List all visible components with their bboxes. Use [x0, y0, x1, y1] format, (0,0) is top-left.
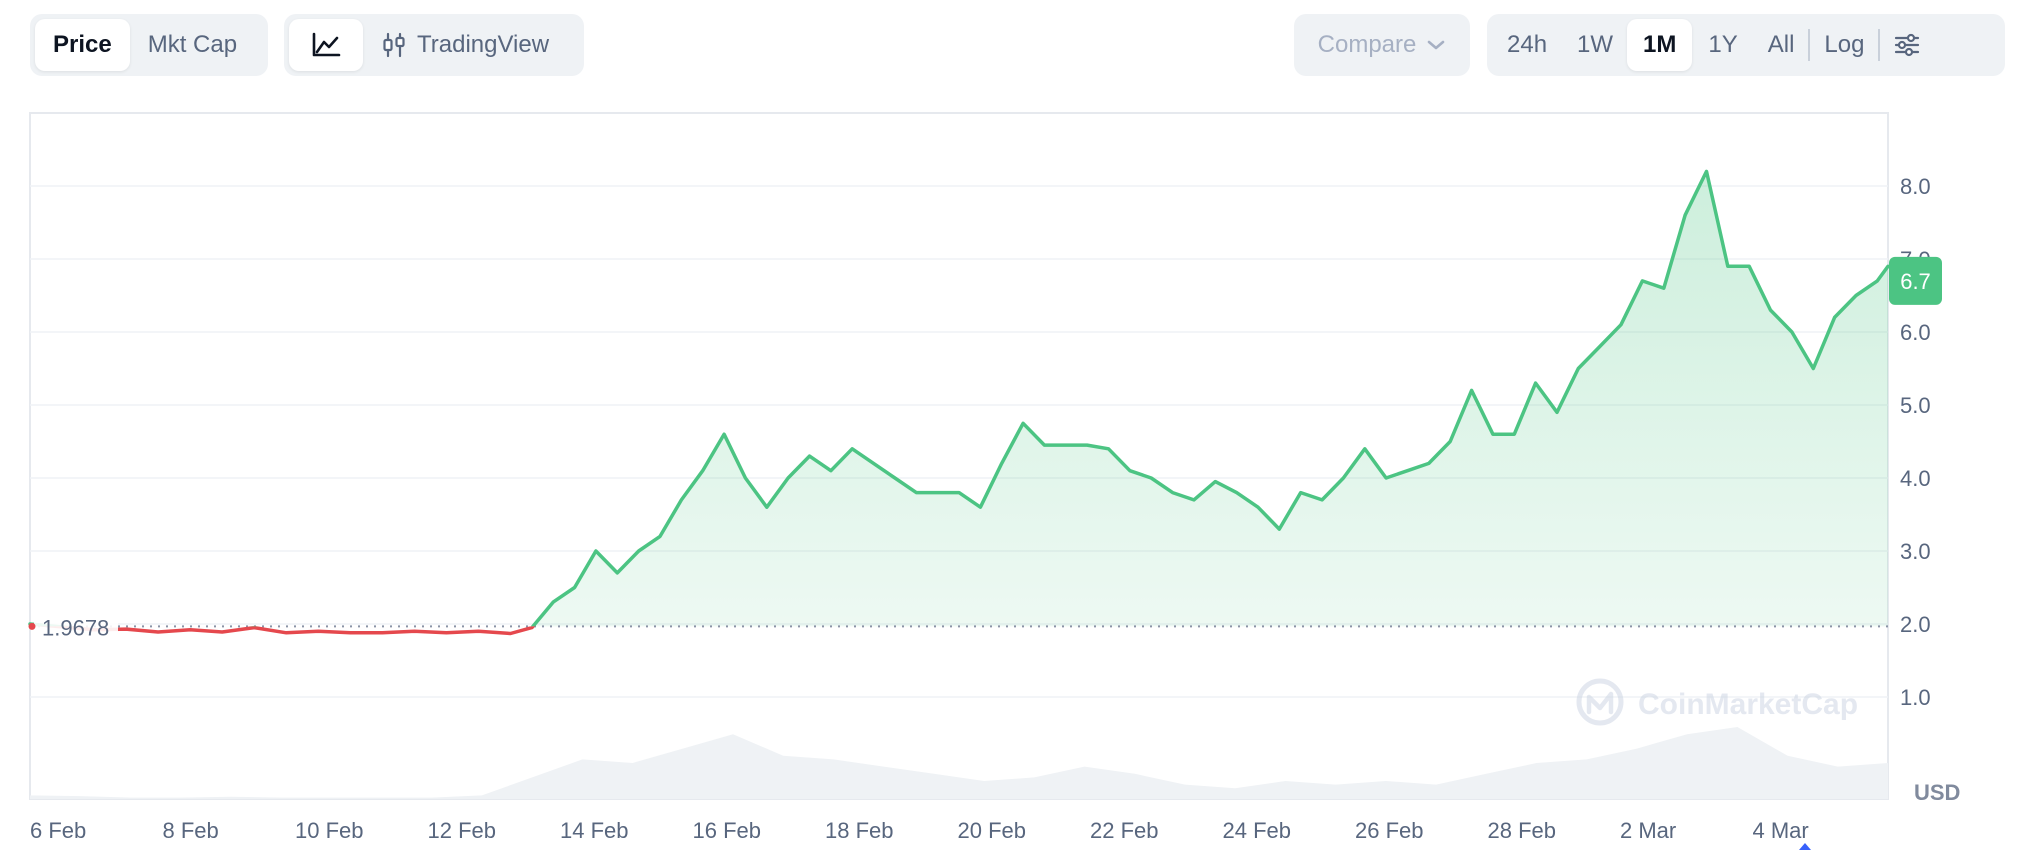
- currency-label: USD: [1914, 780, 1960, 805]
- compare-button[interactable]: Compare: [1300, 19, 1465, 71]
- log-scale-button[interactable]: Log: [1824, 31, 1865, 58]
- x-tick-label: 6 Feb: [30, 818, 86, 843]
- tradingview-button[interactable]: TradingView: [363, 19, 567, 71]
- chevron-down-icon: [1428, 40, 1445, 50]
- x-tick-label: 18 Feb: [825, 818, 894, 843]
- range-1y[interactable]: 1Y: [1708, 31, 1738, 58]
- price-tab[interactable]: Price: [35, 19, 130, 71]
- x-tick-label: 2 Mar: [1620, 818, 1676, 843]
- x-tick-label: 20 Feb: [958, 818, 1027, 843]
- baseline-start-dot: [28, 622, 36, 630]
- x-tick-label: 12 Feb: [428, 818, 497, 843]
- y-tick-label: 6.0: [1900, 320, 1931, 345]
- market-cap-tab[interactable]: Mkt Cap: [147, 31, 238, 58]
- y-tick-label: 3.0: [1900, 539, 1931, 564]
- baseline-label: 1.9678: [42, 615, 109, 640]
- range-1w[interactable]: 1W: [1577, 31, 1614, 58]
- candlestick-icon: [383, 32, 405, 58]
- current-price-label: 6.7: [1900, 269, 1931, 294]
- sliders-icon: [1895, 33, 1920, 57]
- x-tick-label: 14 Feb: [560, 818, 629, 843]
- view-toggle: Price Mkt Cap: [30, 14, 268, 76]
- y-tick-label: 5.0: [1900, 393, 1931, 418]
- y-tick-label: 1.0: [1900, 685, 1931, 710]
- compare-label: Compare: [1317, 31, 1417, 58]
- price-area-up: [30, 171, 1888, 627]
- watermark: CoinMarketCap: [1576, 678, 1858, 726]
- tradingview-label: TradingView: [417, 31, 550, 58]
- range-all[interactable]: All: [1767, 31, 1795, 58]
- x-tick-label: 26 Feb: [1355, 818, 1424, 843]
- x-tick-label: 24 Feb: [1223, 818, 1292, 843]
- compare-dropdown[interactable]: Compare: [1294, 14, 1470, 76]
- range-24h[interactable]: 24h: [1507, 31, 1548, 58]
- y-tick-label: 8.0: [1900, 174, 1931, 199]
- toolbar-divider: [1878, 29, 1881, 61]
- price-line-up: [28, 169, 1890, 627]
- chart-style-toggle: TradingView: [284, 14, 584, 76]
- x-tick-label: 16 Feb: [693, 818, 762, 843]
- x-tick-label: 10 Feb: [295, 818, 364, 843]
- line-chart-button[interactable]: [289, 19, 363, 71]
- x-tick-label: 22 Feb: [1090, 818, 1159, 843]
- baseline-label-bg: [34, 610, 118, 643]
- y-tick-label: 2.0: [1900, 612, 1931, 637]
- x-tick-label: 4 Mar: [1753, 818, 1809, 843]
- volume-area: [30, 727, 1888, 799]
- y-tick-label: 4.0: [1900, 466, 1931, 491]
- current-price-badge: [1889, 256, 1942, 305]
- price-line-down: [36, 626, 536, 636]
- watermark-text: CoinMarketCap: [1638, 688, 1858, 721]
- line-chart-icon: [312, 32, 341, 57]
- range-toolbar: 24h 1W 1M 1Y All Log: [1487, 14, 2005, 76]
- toolbar-divider: [1808, 29, 1811, 61]
- x-tick-label: 28 Feb: [1488, 818, 1557, 843]
- chart-settings-button[interactable]: [1880, 19, 1934, 71]
- range-1m[interactable]: 1M: [1627, 19, 1693, 71]
- x-tick-label: 8 Feb: [163, 818, 219, 843]
- time-cursor-marker: [1799, 843, 1811, 850]
